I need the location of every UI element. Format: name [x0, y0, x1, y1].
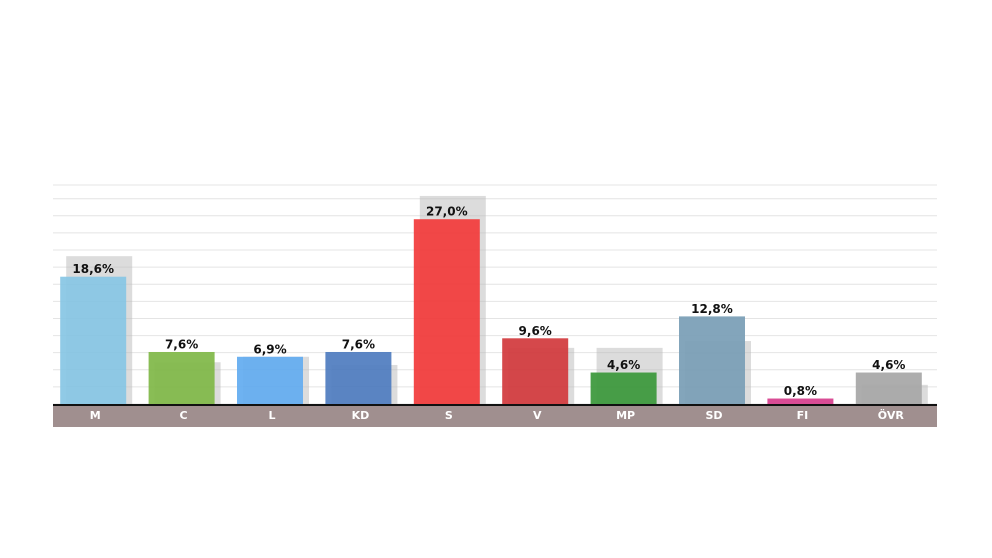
- x-tick-label: SD: [705, 409, 722, 422]
- x-tick-label: M: [90, 409, 101, 422]
- value-label: 12,8%: [691, 302, 733, 316]
- value-label: 7,6%: [165, 337, 198, 351]
- bar: [502, 338, 569, 404]
- value-label: 27,0%: [426, 205, 468, 219]
- value-label: 9,6%: [519, 324, 552, 338]
- value-label: 18,6%: [72, 262, 114, 276]
- bar: [679, 316, 745, 404]
- value-label: 7,6%: [342, 337, 375, 351]
- x-tick-label: KD: [352, 409, 370, 422]
- x-tick-label: L: [268, 409, 275, 422]
- value-label: 0,8%: [784, 384, 817, 398]
- x-tick-label: V: [533, 409, 542, 422]
- value-label: 4,6%: [607, 358, 640, 372]
- x-tick-label: MP: [616, 409, 635, 422]
- x-tick-label: ÖVR: [878, 408, 905, 422]
- bar: [237, 356, 303, 404]
- x-tick-label: C: [180, 409, 188, 422]
- bar: [767, 398, 834, 404]
- value-label: 4,6%: [872, 358, 905, 372]
- category-strip: [53, 404, 937, 427]
- x-tick-label: FI: [797, 409, 809, 422]
- bar: [325, 351, 392, 404]
- value-label: 6,9%: [253, 342, 286, 356]
- bar: [590, 372, 657, 404]
- bar: [855, 372, 922, 404]
- bar: [148, 351, 215, 404]
- bar: [60, 276, 127, 404]
- x-tick-label: S: [445, 409, 453, 422]
- bar: [413, 219, 480, 404]
